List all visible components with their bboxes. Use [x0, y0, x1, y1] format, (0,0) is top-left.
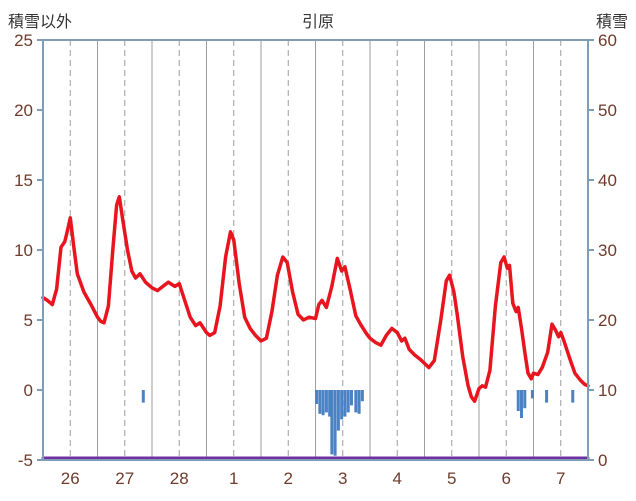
left-axis-tick-label: 20 — [14, 101, 33, 120]
right-axis-tick-label: 30 — [598, 241, 617, 260]
left-axis-tick-label: 5 — [24, 311, 33, 330]
x-axis-tick-label: 2 — [284, 469, 293, 488]
x-axis-tick-label: 26 — [61, 469, 80, 488]
right-axis-title: 積雪 — [595, 14, 628, 31]
page-title: 引原 — [301, 14, 334, 31]
left-axis-tick-label: 10 — [14, 241, 33, 260]
x-axis-tick-label: 4 — [393, 469, 402, 488]
right-axis-tick-label: 50 — [598, 101, 617, 120]
left-axis-tick-label: -5 — [18, 451, 33, 470]
left-axis-tick-label: 15 — [14, 171, 33, 190]
temperature-line — [41, 195, 590, 403]
left-axis-title: 積雪以外 — [8, 14, 73, 31]
x-axis-tick-label: 27 — [115, 469, 134, 488]
x-axis-tick-label: 7 — [556, 469, 565, 488]
right-axis-tick-label: 0 — [598, 451, 607, 470]
right-axis-tick-label: 20 — [598, 311, 617, 330]
right-axis-tick-label: 60 — [598, 31, 617, 50]
left-axis-tick-label: 0 — [24, 381, 33, 400]
x-axis-tick-label: 5 — [447, 469, 456, 488]
x-axis-tick-label: 6 — [502, 469, 511, 488]
right-axis-tick-label: 40 — [598, 171, 617, 190]
right-axis-tick-label: 10 — [598, 381, 617, 400]
x-axis-tick-label: 28 — [170, 469, 189, 488]
x-axis-tick-label: 3 — [338, 469, 347, 488]
x-axis-tick-label: 1 — [229, 469, 238, 488]
left-axis-tick-label: 25 — [14, 31, 33, 50]
